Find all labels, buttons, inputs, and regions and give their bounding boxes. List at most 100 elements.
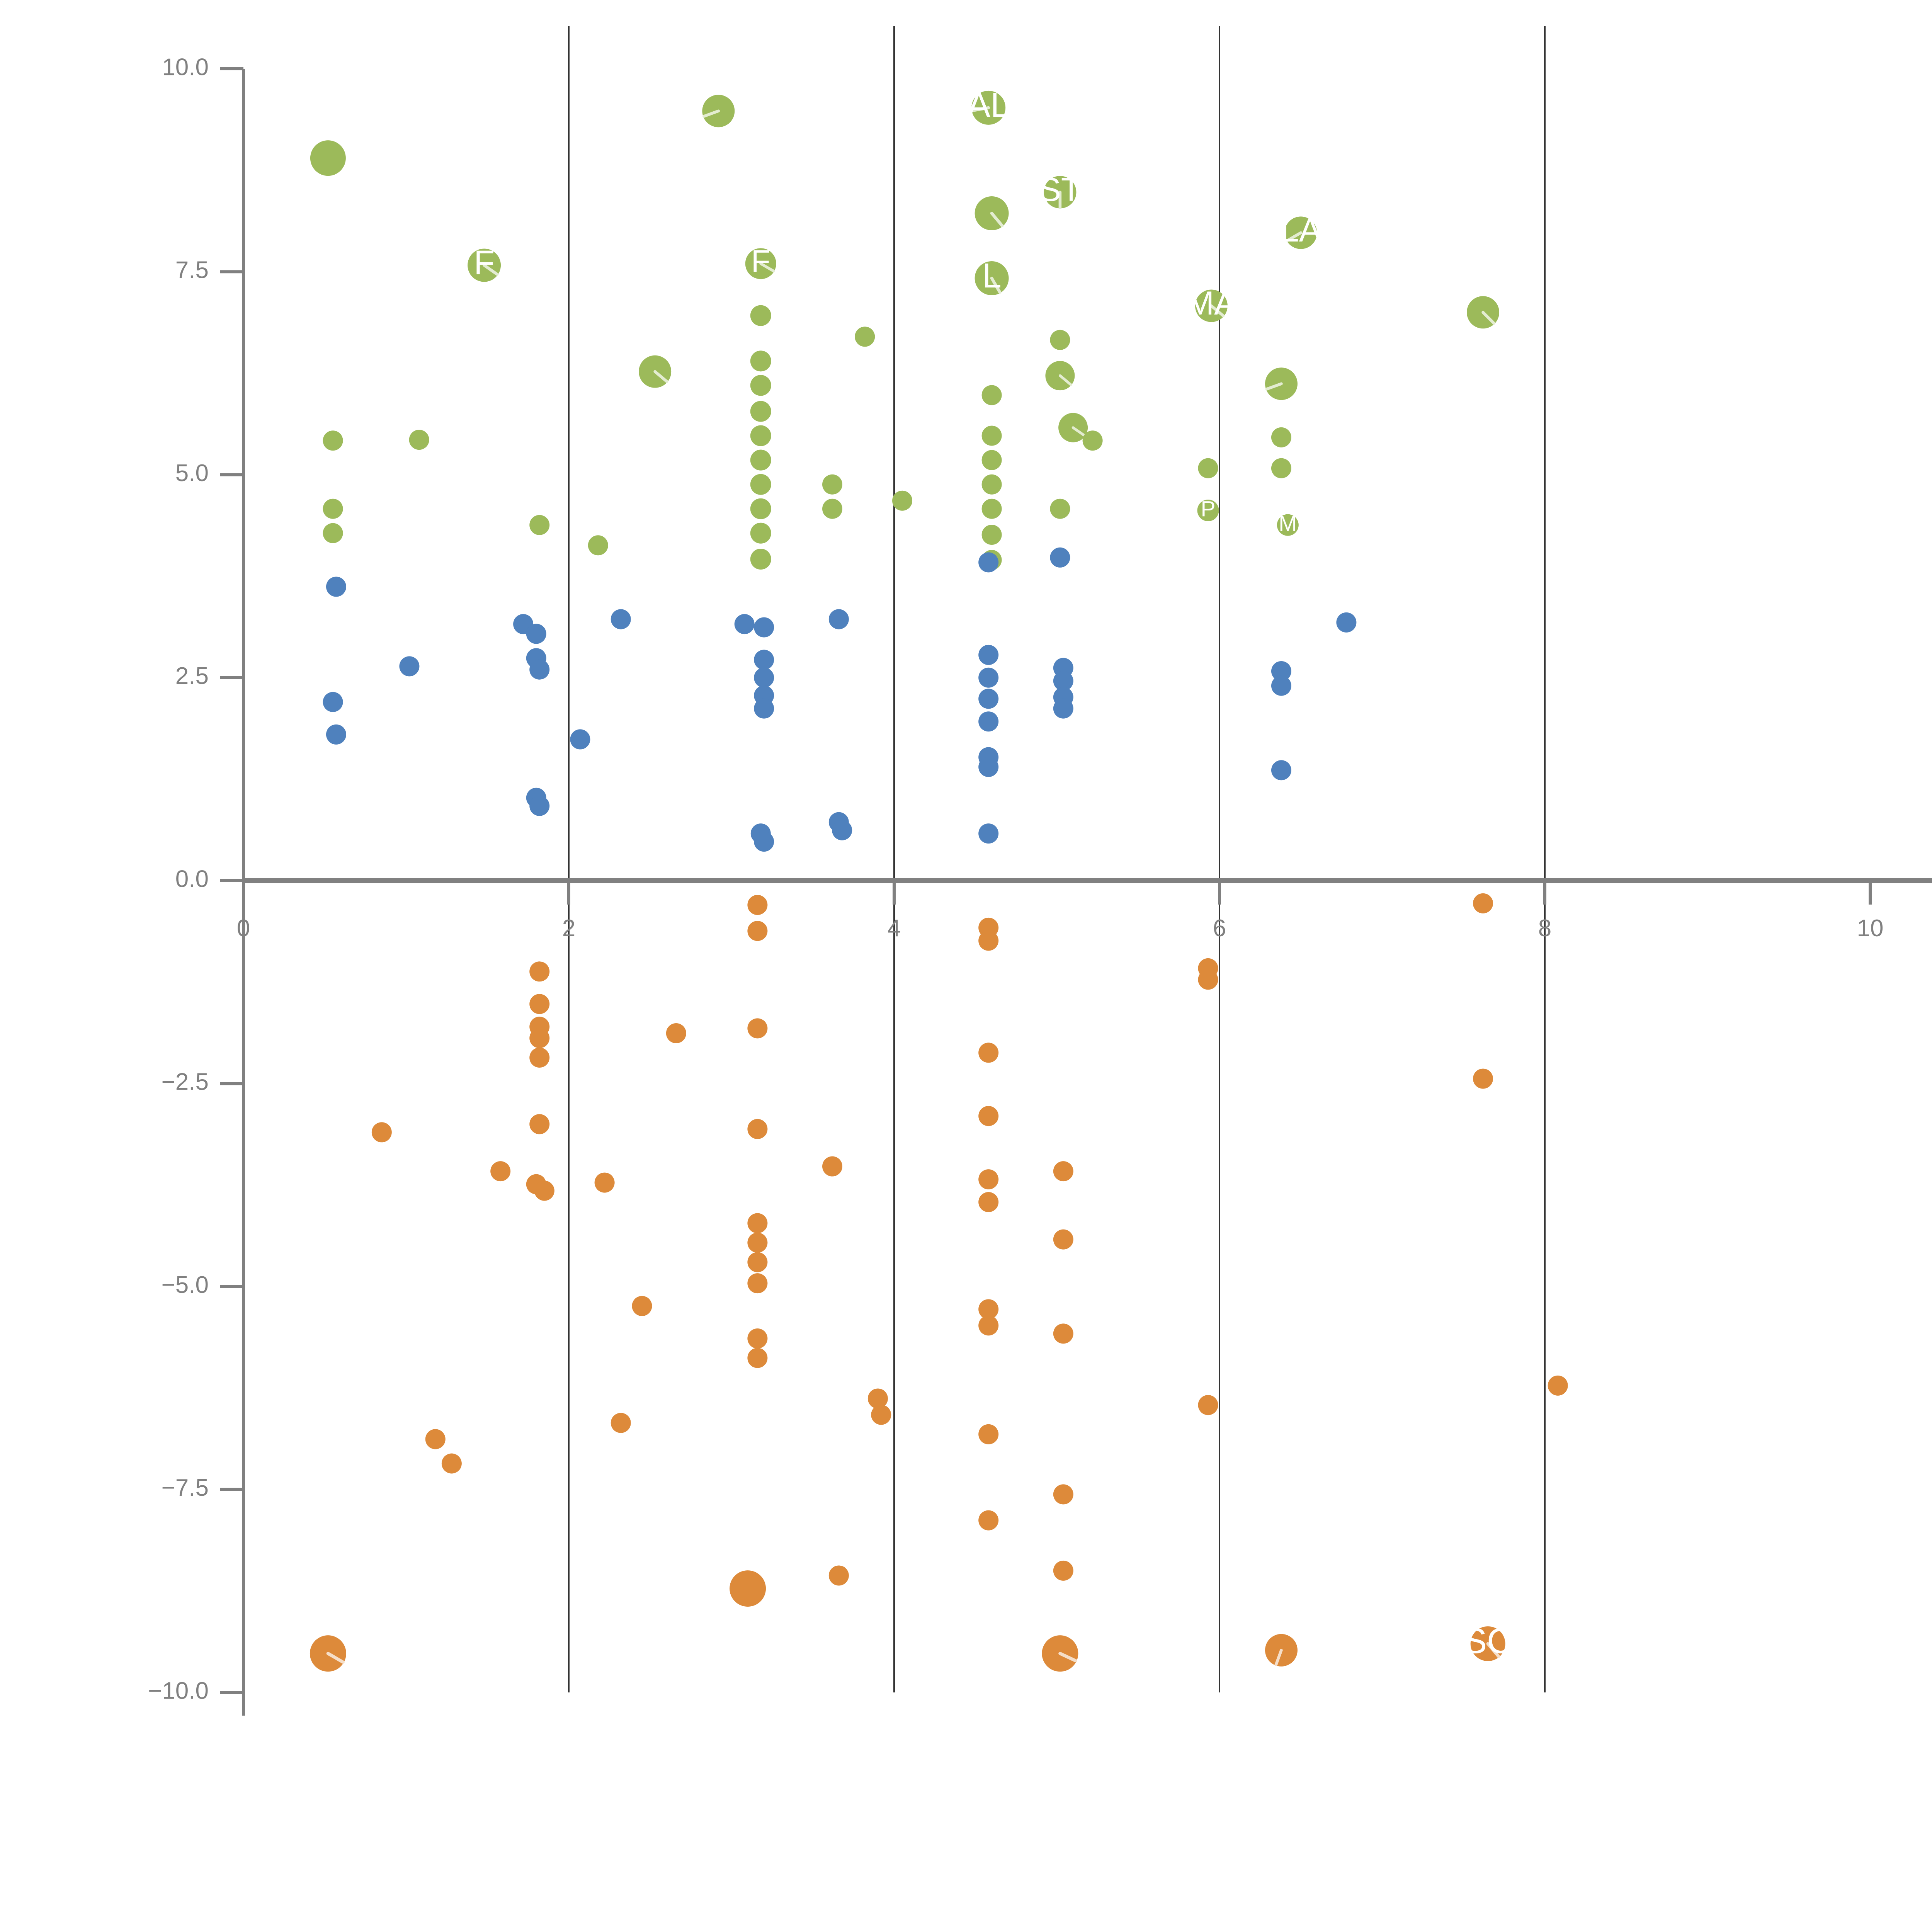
data-point-blue[interactable] [326,577,346,597]
data-point-green[interactable] [750,305,771,326]
data-point-orange[interactable] [666,1023,686,1043]
data-point-orange[interactable] [747,1213,768,1233]
data-point-green[interactable] [892,490,913,511]
data-point-blue[interactable] [978,757,999,777]
data-point-orange[interactable] [1053,1229,1073,1250]
data-point-green[interactable] [750,474,771,495]
data-point-orange[interactable] [529,1048,550,1068]
data-point-blue[interactable] [526,624,546,644]
data-point-orange[interactable] [1053,1161,1073,1182]
data-point-orange[interactable] [978,1192,999,1212]
data-point-blue[interactable] [734,614,755,634]
data-point-green[interactable] [1277,514,1299,536]
data-point-green[interactable] [588,535,608,556]
data-point-orange[interactable] [747,1233,768,1253]
data-point-green[interactable] [750,549,771,570]
data-point-orange[interactable] [747,1119,768,1139]
data-point-orange[interactable] [730,1570,766,1607]
data-point-green[interactable] [1082,430,1103,451]
data-point-orange[interactable] [978,1106,999,1126]
data-point-orange[interactable] [441,1453,462,1474]
data-point-orange[interactable] [529,1028,550,1048]
data-point-orange[interactable] [632,1296,652,1316]
data-point-blue[interactable] [754,650,774,670]
data-point-green[interactable] [529,515,550,535]
data-point-green[interactable] [310,140,346,176]
data-point-orange[interactable] [978,930,999,951]
data-point-blue[interactable] [1271,675,1291,696]
data-point-blue[interactable] [323,692,343,712]
data-point-green[interactable] [1271,427,1291,447]
data-point-blue[interactable] [978,552,999,573]
data-point-green[interactable] [750,498,771,519]
data-point-green[interactable] [409,430,429,450]
data-point-green[interactable] [1050,330,1070,350]
data-point-orange[interactable] [747,1273,768,1294]
data-point-green[interactable] [750,375,771,396]
data-point-green[interactable] [750,350,771,372]
data-point-blue[interactable] [611,609,631,629]
data-point-green[interactable] [981,524,1002,545]
data-point-orange[interactable] [1548,1375,1568,1396]
data-point-orange[interactable] [529,961,550,982]
data-point-orange[interactable] [747,921,768,941]
data-point-blue[interactable] [399,656,420,677]
data-point-blue[interactable] [754,832,774,852]
data-point-blue[interactable] [570,729,590,750]
data-point-green[interactable] [822,498,843,519]
data-point-orange[interactable] [978,1169,999,1190]
data-point-blue[interactable] [1053,698,1073,719]
data-point-orange[interactable] [490,1161,511,1182]
data-point-blue[interactable] [978,711,999,732]
data-point-green[interactable] [981,450,1002,470]
data-point-orange[interactable] [978,1315,999,1336]
data-point-orange[interactable] [747,1018,768,1039]
data-point-orange[interactable] [747,895,768,915]
data-point-orange[interactable] [1473,893,1493,913]
data-point-blue[interactable] [1336,612,1357,633]
data-point-orange[interactable] [534,1180,554,1201]
data-point-green[interactable] [855,327,875,347]
data-point-blue[interactable] [1271,661,1291,681]
data-point-orange[interactable] [1198,1395,1218,1415]
data-point-orange[interactable] [529,1114,550,1134]
data-point-blue[interactable] [529,659,550,680]
data-point-green[interactable] [981,498,1002,519]
data-point-green[interactable] [1197,499,1219,521]
data-point-green[interactable] [323,430,343,451]
data-point-blue[interactable] [529,796,550,816]
data-point-green[interactable] [1050,498,1070,519]
data-point-green[interactable] [981,385,1002,405]
data-point-orange[interactable] [425,1429,446,1449]
data-point-blue[interactable] [326,724,346,745]
data-point-orange[interactable] [867,1388,888,1409]
data-point-orange[interactable] [1053,1323,1073,1344]
data-markers-group[interactable] [310,90,1568,1672]
data-point-green[interactable] [750,449,771,471]
data-point-orange[interactable] [1473,1068,1493,1089]
data-point-orange[interactable] [371,1122,392,1143]
data-point-orange[interactable] [871,1405,891,1425]
data-point-blue[interactable] [754,698,774,719]
data-point-blue[interactable] [978,645,999,665]
data-point-green[interactable] [981,425,1002,446]
data-point-blue[interactable] [754,617,774,638]
data-point-orange[interactable] [822,1156,843,1177]
data-point-green[interactable] [822,474,843,495]
data-point-orange[interactable] [747,1348,768,1368]
data-point-green[interactable] [750,425,771,446]
data-point-orange[interactable] [1198,969,1218,990]
data-point-green[interactable] [323,498,343,519]
data-point-blue[interactable] [1271,760,1291,781]
data-point-green[interactable] [1271,458,1291,478]
data-point-blue[interactable] [828,609,849,629]
data-point-orange[interactable] [1053,1484,1073,1505]
data-point-orange[interactable] [978,1424,999,1444]
data-point-blue[interactable] [978,667,999,688]
data-point-blue[interactable] [978,689,999,709]
data-point-green[interactable] [981,474,1002,495]
data-point-green[interactable] [750,522,771,544]
data-point-orange[interactable] [747,1252,768,1272]
data-point-orange[interactable] [1053,1560,1073,1581]
